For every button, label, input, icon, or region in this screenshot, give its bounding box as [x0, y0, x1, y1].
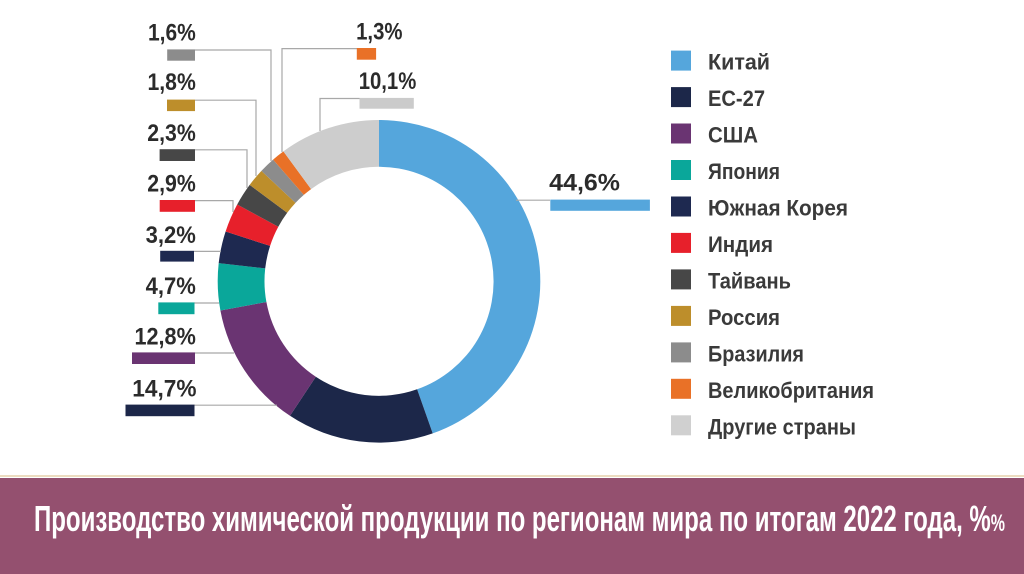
- svg-text:США: США: [708, 123, 758, 148]
- svg-text:1,3%: 1,3%: [356, 18, 402, 45]
- svg-text:ЕС-27: ЕС-27: [708, 86, 765, 111]
- svg-text:Южная Корея: Южная Корея: [708, 196, 848, 221]
- svg-text:Великобритания: Великобритания: [708, 378, 874, 403]
- svg-text:Другие страны: Другие страны: [708, 414, 856, 439]
- svg-text:1,8%: 1,8%: [148, 69, 196, 96]
- svg-text:44,6%: 44,6%: [549, 170, 620, 197]
- svg-text:14,7%: 14,7%: [132, 376, 196, 403]
- svg-text:1,6%: 1,6%: [148, 20, 196, 47]
- svg-text:3,2%: 3,2%: [146, 222, 196, 249]
- svg-text:Китай: Китай: [708, 50, 770, 75]
- svg-text:Тайвань: Тайвань: [708, 268, 791, 293]
- svg-text:4,7%: 4,7%: [146, 273, 196, 300]
- svg-text:2,3%: 2,3%: [147, 120, 196, 147]
- svg-text:2,9%: 2,9%: [147, 171, 196, 198]
- svg-text:Япония: Япония: [708, 159, 780, 184]
- svg-text:Индия: Индия: [708, 232, 773, 257]
- svg-text:Россия: Россия: [708, 305, 780, 330]
- svg-text:12,8%: 12,8%: [135, 324, 196, 351]
- svg-text:Бразилия: Бразилия: [708, 341, 804, 366]
- svg-text:10,1%: 10,1%: [359, 68, 417, 95]
